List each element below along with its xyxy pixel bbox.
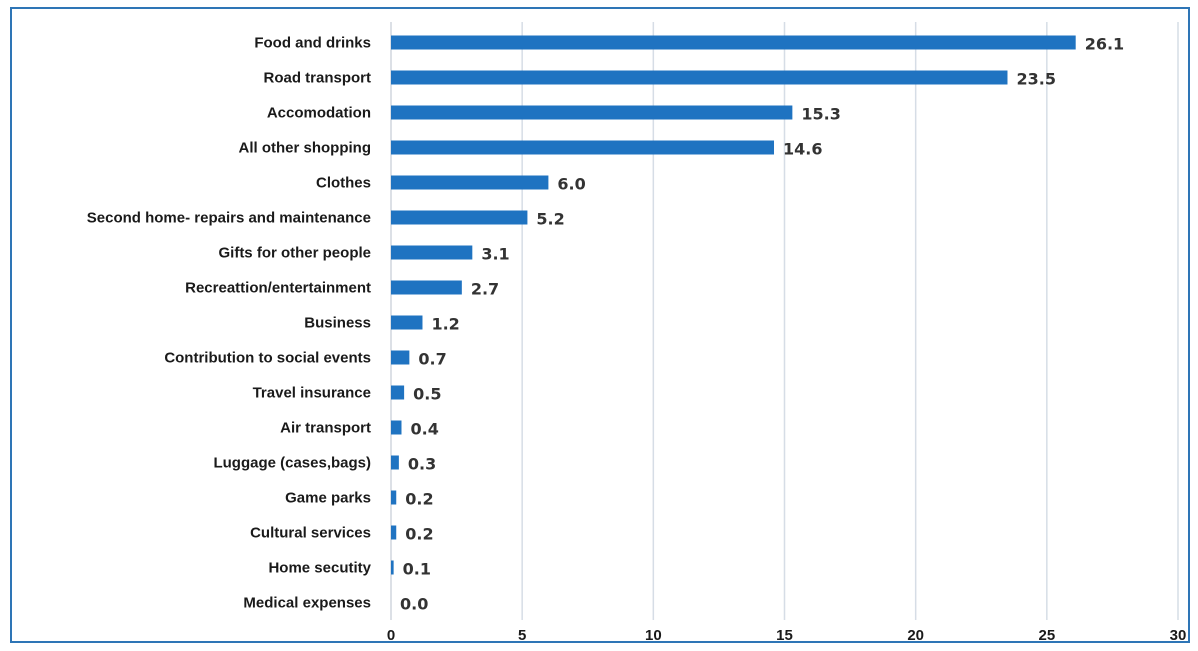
x-tick-label: 5 xyxy=(518,627,526,644)
bar xyxy=(391,70,1008,85)
category-label: Gifts for other people xyxy=(218,245,371,262)
bar xyxy=(391,210,528,225)
data-label: 0.2 xyxy=(405,490,433,509)
chart-frame xyxy=(10,7,1190,643)
x-tick-label: 10 xyxy=(645,627,662,644)
data-label: 0.2 xyxy=(405,525,433,544)
bar xyxy=(391,105,793,120)
category-label: Recreattion/entertainment xyxy=(185,280,371,297)
category-label: Cultural services xyxy=(250,525,371,542)
x-tick-label: 20 xyxy=(907,627,924,644)
data-label: 15.3 xyxy=(801,105,840,124)
category-label: Air transport xyxy=(280,420,371,437)
data-label: 0.5 xyxy=(413,385,441,404)
category-label: Home secutity xyxy=(268,560,371,577)
bar xyxy=(391,175,549,190)
bar xyxy=(391,315,423,330)
category-label: Road transport xyxy=(263,70,371,87)
bar xyxy=(391,350,410,365)
x-tick-label: 25 xyxy=(1038,627,1055,644)
bar xyxy=(391,385,405,400)
data-label: 0.7 xyxy=(418,350,446,369)
category-label: Luggage (cases,bags) xyxy=(213,455,371,472)
data-label: 1.2 xyxy=(431,315,459,334)
data-label: 0.4 xyxy=(410,420,438,439)
category-label: Medical expenses xyxy=(243,595,371,612)
data-label: 6.0 xyxy=(557,175,585,194)
bar xyxy=(391,35,1076,50)
bar xyxy=(391,280,462,295)
category-label: Food and drinks xyxy=(254,35,371,52)
x-tick-label: 30 xyxy=(1170,627,1187,644)
category-label: Second home- repairs and maintenance xyxy=(87,210,371,227)
data-label: 0.0 xyxy=(400,595,428,614)
category-label: Contribution to social events xyxy=(164,350,371,367)
category-label: Accomodation xyxy=(267,105,371,122)
bar xyxy=(391,140,775,155)
category-label: Game parks xyxy=(285,490,371,507)
bar xyxy=(391,525,397,540)
category-label: All other shopping xyxy=(239,140,372,157)
bar xyxy=(391,560,394,575)
data-label: 3.1 xyxy=(481,245,509,264)
category-label: Business xyxy=(304,315,371,332)
bar xyxy=(391,490,397,505)
bar xyxy=(391,245,473,260)
data-label: 0.1 xyxy=(403,560,431,579)
data-label: 14.6 xyxy=(783,140,822,159)
x-tick-label: 15 xyxy=(776,627,793,644)
bar xyxy=(391,455,399,470)
bar xyxy=(391,420,402,435)
data-label: 5.2 xyxy=(536,210,564,229)
x-tick-label: 0 xyxy=(387,627,395,644)
data-label: 23.5 xyxy=(1016,70,1055,89)
category-label: Clothes xyxy=(316,175,371,192)
category-label: Travel insurance xyxy=(253,385,371,402)
data-label: 26.1 xyxy=(1085,35,1124,54)
data-label: 2.7 xyxy=(471,280,499,299)
data-label: 0.3 xyxy=(408,455,436,474)
